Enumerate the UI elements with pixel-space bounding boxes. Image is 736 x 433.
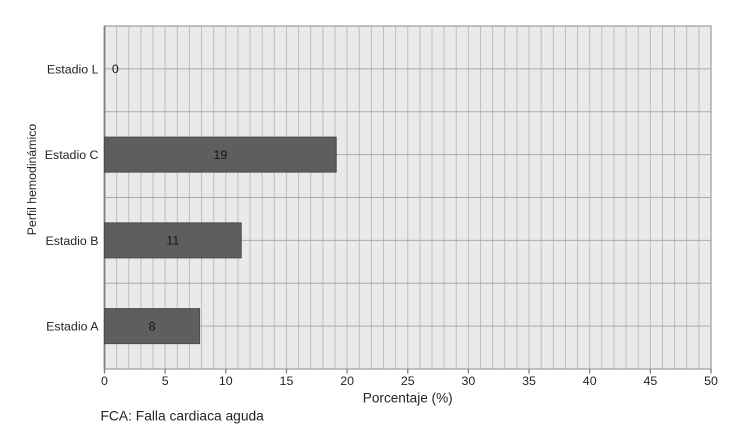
- svg-text:30: 30: [462, 374, 476, 388]
- svg-text:25: 25: [401, 374, 415, 388]
- svg-text:50: 50: [704, 374, 718, 388]
- svg-text:0: 0: [112, 62, 119, 76]
- svg-text:Porcentaje (%): Porcentaje (%): [363, 391, 453, 406]
- svg-text:Estadio A: Estadio A: [46, 320, 99, 334]
- svg-text:35: 35: [522, 374, 536, 388]
- svg-text:20: 20: [340, 374, 354, 388]
- svg-text:Perfil hemodinámico: Perfil hemodinámico: [25, 124, 39, 236]
- svg-text:Estadio B: Estadio B: [45, 234, 98, 248]
- svg-text:15: 15: [280, 374, 294, 388]
- svg-text:45: 45: [643, 374, 657, 388]
- svg-text:19: 19: [213, 148, 227, 162]
- svg-text:5: 5: [162, 374, 169, 388]
- svg-text:Estadio L: Estadio L: [47, 62, 99, 76]
- svg-text:Estadio C: Estadio C: [45, 148, 99, 162]
- svg-text:0: 0: [101, 374, 108, 388]
- svg-text:8: 8: [149, 319, 156, 333]
- svg-text:10: 10: [219, 374, 233, 388]
- svg-text:11: 11: [166, 234, 179, 248]
- svg-text:40: 40: [583, 374, 597, 388]
- svg-text:FCA: Falla cardiaca aguda: FCA: Falla cardiaca aguda: [101, 408, 265, 423]
